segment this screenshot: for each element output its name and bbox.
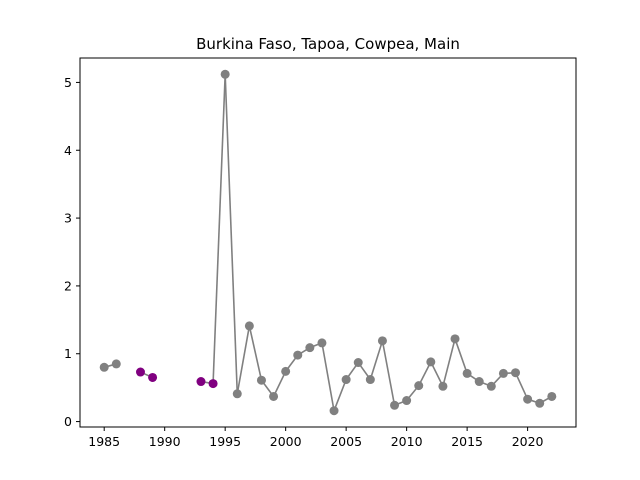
x-tick-label: 1990 — [149, 434, 181, 449]
data-point — [269, 391, 279, 401]
data-point — [293, 350, 303, 360]
data-point — [244, 321, 254, 331]
x-tick-label: 1985 — [88, 434, 120, 449]
highlighted-data-point — [196, 377, 206, 387]
series-line-segment — [381, 340, 396, 406]
y-tick-label: 1 — [64, 346, 72, 361]
series-markers — [99, 69, 557, 416]
data-point — [256, 375, 266, 385]
data-point — [498, 368, 508, 378]
series-line-segment — [212, 74, 226, 384]
x-tick-label: 2010 — [391, 434, 423, 449]
data-point — [426, 357, 436, 367]
data-point — [377, 336, 387, 346]
x-tick-label: 2000 — [270, 434, 302, 449]
data-point — [317, 338, 327, 348]
y-tick-label: 0 — [64, 414, 72, 429]
data-point — [329, 406, 339, 416]
plot-area — [79, 57, 577, 428]
y-tick-label: 3 — [64, 211, 72, 226]
series-line-segment — [514, 372, 529, 400]
data-point — [547, 391, 557, 401]
plot-frame — [79, 57, 577, 428]
y-tick-label: 4 — [64, 143, 72, 158]
series-line-segment — [333, 379, 347, 412]
y-tick-label: 5 — [64, 75, 72, 90]
x-tick-label: 2005 — [330, 434, 362, 449]
highlighted-data-point — [208, 379, 218, 389]
data-point — [281, 366, 291, 376]
y-axis: 0 1 2 3 4 5 — [64, 75, 80, 429]
data-point — [450, 334, 460, 344]
series-lines — [103, 74, 553, 412]
data-point — [438, 381, 448, 391]
data-point — [414, 381, 424, 391]
data-point — [341, 375, 351, 385]
data-point — [111, 359, 121, 369]
x-tick-label: 1995 — [209, 434, 241, 449]
x-tick-label: 2020 — [512, 434, 544, 449]
series-line-segment — [236, 325, 251, 394]
data-point — [353, 358, 363, 368]
data-point — [462, 368, 472, 378]
data-point — [535, 398, 545, 408]
data-point — [511, 368, 521, 378]
series-line-segment — [224, 74, 239, 394]
series-line-segment — [369, 340, 384, 380]
x-tick-label: 2015 — [451, 434, 483, 449]
data-point — [99, 362, 109, 372]
x-axis: 1985 1990 1995 2000 2005 2010 2015 2020 — [88, 427, 544, 449]
series-line-segment — [248, 325, 263, 381]
data-point — [305, 343, 315, 353]
y-tick-label: 2 — [64, 278, 72, 293]
highlighted-data-point — [135, 367, 145, 377]
series-line-segment — [430, 361, 444, 387]
data-point — [220, 69, 230, 79]
series-line-segment — [321, 342, 335, 411]
data-point — [390, 400, 400, 410]
series-line-segment — [272, 371, 287, 397]
data-point — [232, 389, 242, 399]
data-point — [402, 396, 412, 406]
data-point — [486, 381, 496, 391]
chart-title: Burkina Faso, Tapoa, Cowpea, Main — [196, 35, 460, 53]
series-line-segment — [454, 338, 468, 374]
highlighted-data-point — [148, 372, 158, 382]
data-point — [523, 394, 533, 404]
data-point — [365, 375, 375, 385]
data-point — [474, 377, 484, 387]
series-line-segment — [442, 338, 456, 387]
